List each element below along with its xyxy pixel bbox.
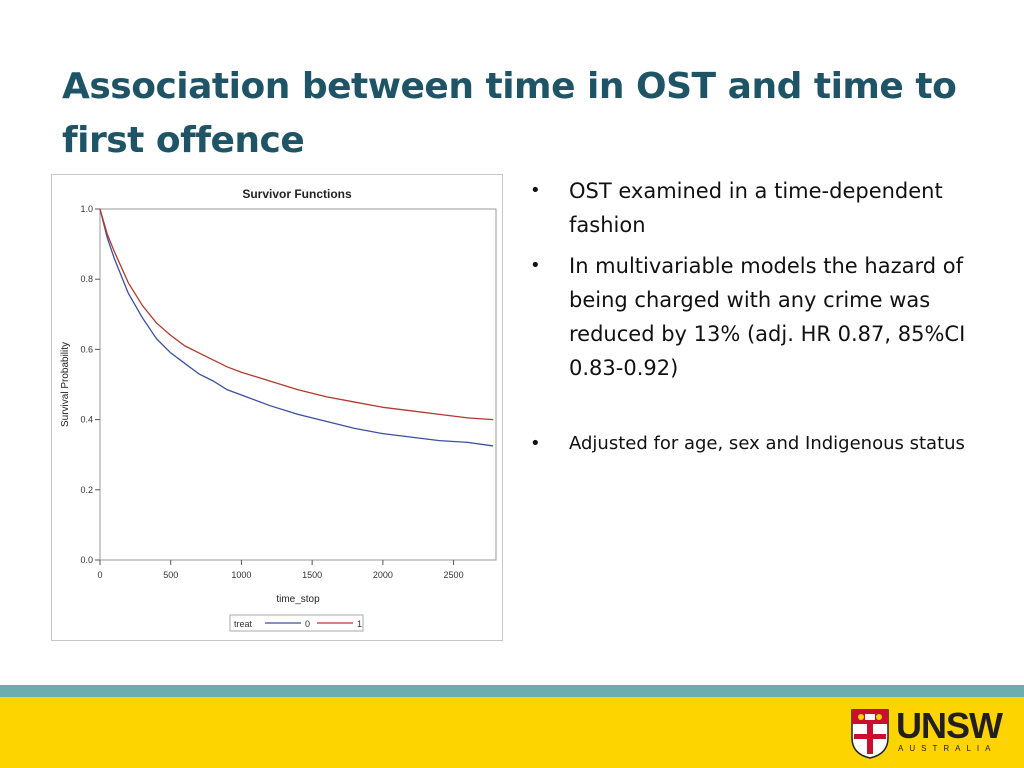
bullet-text: OST examined in a time-dependent fashion [569, 179, 943, 237]
logo-text: UNSW [896, 705, 1003, 746]
bullet-dot: • [530, 433, 541, 454]
y-tick-label: 0.4 [80, 415, 93, 425]
y-tick-label: 0.2 [80, 485, 93, 495]
legend-entry-1: 1 [357, 619, 362, 629]
y-tick-label: 0.0 [80, 555, 93, 565]
y-axis-label: Survival Probability [60, 342, 71, 427]
legend-entry-0: 0 [305, 619, 310, 629]
y-tick-label: 0.6 [80, 344, 93, 354]
bullet-dot: • [530, 255, 541, 276]
x-tick-label: 2500 [444, 570, 464, 580]
bullet-item: • OST examined in a time-dependent fashi… [527, 174, 967, 242]
logo-subtext: AUSTRALIA [898, 744, 997, 753]
legend-title: treat [234, 619, 253, 629]
unsw-logo: UNSW AUSTRALIA [850, 705, 1003, 762]
x-tick-label: 500 [163, 570, 178, 580]
x-tick-label: 2000 [373, 570, 393, 580]
bullet-item: • In multivariable models the hazard of … [527, 249, 967, 385]
unsw-crest-icon [851, 709, 889, 759]
survivor-functions-chart: Survivor Functions 0.0 0.2 0.4 0.6 0.8 1.0 0 500… [51, 174, 503, 641]
slide-title: Association between time in OST and time… [62, 66, 957, 161]
bullet-list: • OST examined in a time-dependent fashi… [527, 174, 967, 459]
bullet-item: • Adjusted for age, sex and Indigenous s… [527, 429, 967, 459]
bullet-text: Adjusted for age, sex and Indigenous sta… [569, 433, 965, 454]
series-line-0 [99, 208, 494, 447]
series-line-1 [99, 208, 494, 421]
bullet-dot: • [530, 180, 541, 201]
bullet-text: In multivariable models the hazard of be… [569, 254, 966, 380]
x-tick-label: 0 [97, 570, 102, 580]
plot-frame [99, 208, 497, 561]
x-axis-label: time_stop [276, 594, 320, 605]
x-tick-label: 1000 [231, 570, 251, 580]
y-tick-label: 1.0 [80, 204, 93, 214]
chart-title: Survivor Functions [242, 187, 352, 201]
footer-stripe [0, 685, 1024, 697]
y-tick-label: 0.8 [80, 274, 93, 284]
chart-canvas: Survivor Functions 0.0 0.2 0.4 0.6 0.8 1.0 0 500… [60, 187, 497, 632]
x-tick-label: 1500 [302, 570, 322, 580]
